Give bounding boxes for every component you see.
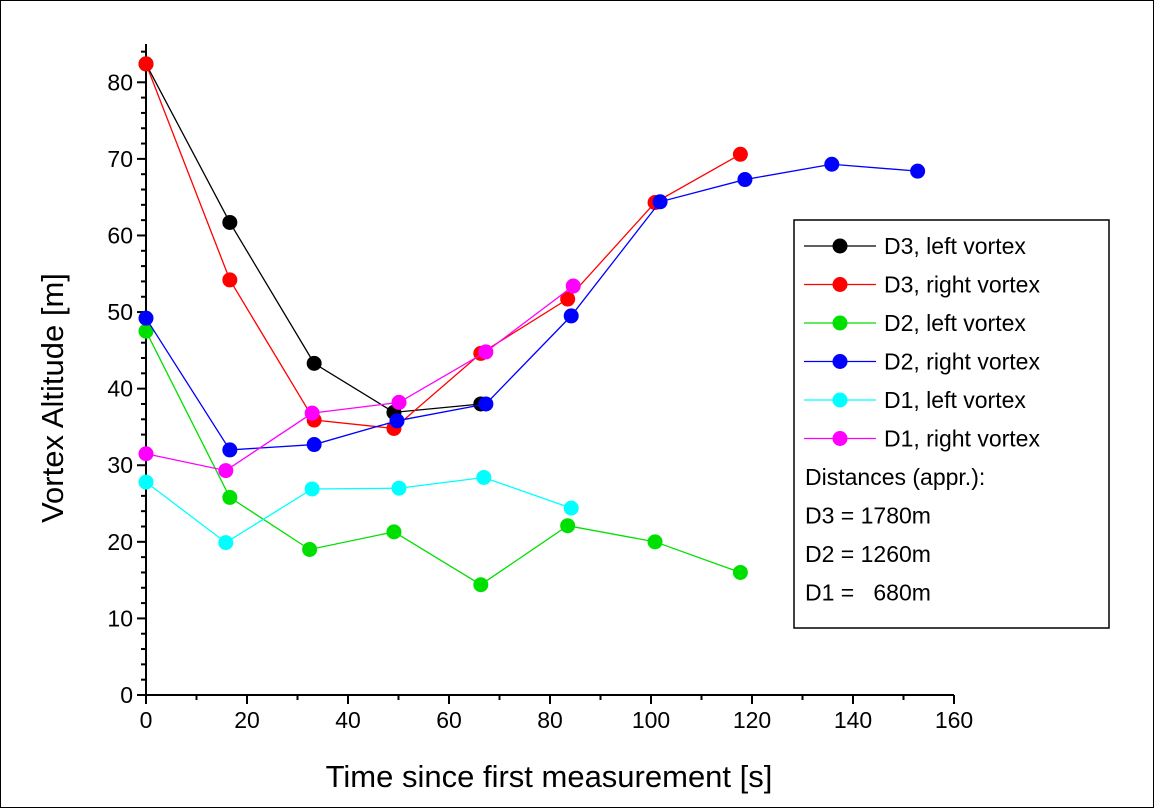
x-tick-label: 100 (632, 707, 670, 733)
series-4 (138, 469, 579, 551)
data-point (304, 405, 320, 421)
legend-marker (832, 238, 848, 254)
legend-note: Distances (appr.): (805, 464, 985, 490)
data-point (386, 524, 402, 540)
x-tick-label: 80 (537, 707, 563, 733)
y-tick-label: 30 (107, 452, 133, 478)
legend-label: D2, right vortex (884, 349, 1040, 375)
series-3 (138, 156, 926, 458)
data-point (732, 564, 748, 580)
data-point (478, 396, 494, 412)
data-point (652, 194, 668, 210)
data-point (732, 146, 748, 162)
axes: 0 20 40 60 80 100 120 140 160 0 10 20 30 40 50 60 70 80 (107, 44, 973, 733)
data-point (473, 577, 489, 593)
data-point (476, 469, 492, 485)
series-5 (138, 278, 581, 479)
y-tick-label: 50 (107, 299, 133, 325)
data-point (647, 534, 663, 550)
data-point (138, 310, 154, 326)
data-point (222, 489, 238, 505)
series-line (145, 476, 572, 544)
data-point (306, 355, 322, 371)
series-line (145, 285, 574, 472)
x-tick-label: 40 (335, 707, 361, 733)
legend-label: D3, right vortex (884, 272, 1040, 298)
legend-label: D2, left vortex (884, 310, 1026, 336)
y-axis-title: Vortex Altitude [m] (35, 273, 70, 523)
legend-marker (832, 431, 848, 446)
data-point (218, 535, 234, 551)
data-point (138, 56, 154, 72)
data-point (560, 518, 576, 534)
data-point (222, 214, 238, 230)
series-0 (138, 56, 489, 420)
data-point (391, 394, 407, 410)
x-tick-label: 0 (140, 707, 153, 733)
series-line (145, 330, 741, 586)
legend: D3, left vortex D3, right vortex D2, left … (793, 219, 1110, 629)
y-tick-label: 10 (107, 605, 133, 631)
x-tick-label: 140 (834, 707, 872, 733)
legend-label: D3, left vortex (884, 233, 1026, 259)
data-point (563, 308, 579, 324)
x-axis-title: Time since first measurement [s] (326, 759, 773, 794)
data-point (560, 291, 576, 307)
series-line (145, 163, 918, 451)
data-point (910, 163, 926, 179)
data-point (824, 156, 840, 172)
data-point (138, 446, 154, 462)
y-tick-label: 0 (120, 682, 133, 708)
legend-marker (832, 315, 848, 331)
data-point (222, 442, 238, 458)
legend-label: D1, left vortex (884, 387, 1026, 413)
legend-marker (832, 354, 848, 369)
data-point (478, 344, 494, 360)
legend-marker (832, 392, 848, 408)
legend-note: D1 = 680m (805, 580, 931, 606)
data-point (218, 463, 234, 479)
series-2 (138, 323, 748, 593)
x-tick-label: 120 (733, 707, 771, 733)
data-point (138, 474, 154, 490)
series-1 (138, 56, 748, 436)
data-point (565, 278, 581, 294)
legend-note: D2 = 1260m (805, 541, 931, 567)
data-point (222, 272, 238, 288)
y-tick-label: 80 (107, 69, 133, 95)
series-line (145, 63, 741, 430)
data-point (389, 413, 405, 429)
data-point (138, 323, 154, 339)
x-tick-label: 60 (436, 707, 462, 733)
y-tick-label: 60 (107, 222, 133, 248)
legend-marker (832, 277, 848, 292)
data-point (304, 481, 320, 497)
data-point (563, 500, 579, 516)
x-tick-label: 160 (935, 707, 973, 733)
series-layer (138, 56, 926, 593)
y-tick-label: 40 (107, 376, 133, 402)
x-tick-label: 20 (234, 707, 260, 733)
data-point (737, 172, 753, 188)
legend-label: D1, right vortex (884, 426, 1040, 452)
data-point (391, 480, 407, 496)
y-tick-label: 70 (107, 146, 133, 172)
y-tick-label: 20 (107, 529, 133, 555)
data-point (302, 541, 318, 557)
legend-note: D3 = 1780m (805, 503, 931, 529)
data-point (306, 437, 322, 453)
